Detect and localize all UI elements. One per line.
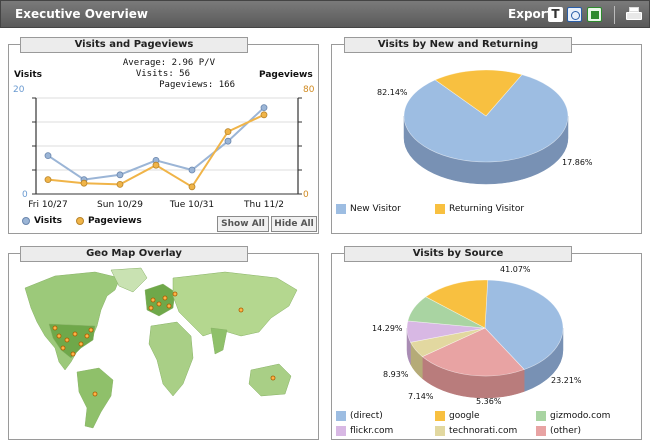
csv-export-icon[interactable] [587,7,602,22]
gizmodo-percent: 8.93% [383,370,409,379]
pageviews-legend-dot [76,217,84,225]
pageviews-point [260,111,268,119]
legend-new-visitor: New Visitor [336,204,401,214]
visits-point [188,166,196,174]
hide-all-button[interactable]: Hide All [271,216,317,232]
visits-legend-dot [22,217,30,225]
map-asia [172,271,298,337]
visits-legend-label: Visits [34,216,62,226]
left-axis-label: Visits [14,70,42,80]
technorati-label: technorati.com [449,426,518,436]
legend-direct: (direct) [336,411,383,421]
other-swatch [536,426,546,436]
technorati-swatch [435,426,445,436]
visits-point [224,137,232,145]
other-label: (other) [550,426,581,436]
left-axis-tick-top: 20 [13,85,25,95]
google-percent: 14.29% [372,324,403,333]
xml-export-icon[interactable] [567,7,582,22]
pageviews-point [224,128,232,136]
right-axis-tick-top: 80 [303,85,315,95]
source-slice-google [425,279,489,329]
legend-pageviews[interactable]: Pageviews [76,216,142,226]
text-export-icon[interactable]: T [548,7,563,22]
gizmodo-label: gizmodo.com [550,411,611,421]
legend-google: google [435,411,479,421]
geo-map-title: Geo Map Overlay [20,246,248,262]
returning-visitor-label: Returning Visitor [449,204,525,214]
left-axis-tick-bottom: 0 [22,190,28,200]
new-visitor-swatch [336,204,346,214]
page-title: Executive Overview [15,7,148,21]
toolbar-divider [614,6,615,24]
map-markers [52,291,276,397]
map-india [210,327,228,355]
print-icon[interactable] [625,7,643,22]
flickr-label: flickr.com [350,426,394,436]
map-south-america [76,367,114,429]
pageviews-legend-label: Pageviews [88,216,142,226]
show-all-button[interactable]: Show All [217,216,269,232]
gizmodo-swatch [536,411,546,421]
map-australia [248,363,292,397]
x-tick-label: Tue 10/31 [169,200,214,210]
average-stat: Average: 2.96 P/V [122,58,215,68]
other-percent: 23.21% [551,376,582,385]
legend-flickr: flickr.com [336,426,393,436]
pageviews-point [44,176,52,184]
right-axis-label: Pageviews [259,70,313,80]
world-map-land [24,267,298,429]
source-slice-direct [484,279,564,370]
map-greenland [110,267,148,293]
google-swatch [435,411,445,421]
pageviews-point [152,161,160,169]
right-axis-tick-bottom: 0 [303,190,309,200]
direct-label: (direct) [350,411,383,421]
new-returning-slice-returning-visitor [434,69,523,117]
flickr-swatch [336,426,346,436]
direct-swatch [336,411,346,421]
source-slice-other [421,327,525,377]
new-visitor-label: New Visitor [350,204,401,214]
new-visitor-percent: 82.14% [377,88,408,97]
visits-stat: Visits: 56 [135,69,190,79]
x-tick-label: Fri 10/27 [28,200,68,210]
title-bar: Executive Overview Export T [0,0,650,28]
visits-point [44,152,52,160]
map-usa-region [48,323,96,359]
visits-pageviews-panel [8,44,319,234]
world-map[interactable] [15,266,305,434]
visits-point [260,104,268,111]
visits-pageviews-title: Visits and Pageviews [20,37,248,53]
flickr-percent: 7.14% [408,392,434,401]
legend-visits[interactable]: Visits [22,216,62,226]
direct-percent: 41.07% [500,265,531,274]
technorati-percent: 5.36% [476,397,502,406]
map-africa [148,321,194,397]
returning-visitor-swatch [435,204,445,214]
new-returning-slice-new-visitor [403,74,569,163]
x-tick-label: Thu 11/2 [243,200,284,210]
legend-technorati: technorati.com [435,426,517,436]
google-label: google [449,411,480,421]
pageviews-point [80,179,88,187]
returning-visitor-percent: 17.86% [562,158,593,167]
source-title: Visits by Source [344,246,572,262]
legend-gizmodo: gizmodo.com [536,411,610,421]
legend-other: (other) [536,426,581,436]
x-tick-label: Sun 10/29 [97,200,143,210]
pageviews-point [116,180,124,188]
new-returning-title: Visits by New and Returning [344,37,572,53]
export-label: Export [508,7,553,21]
legend-returning-visitor: Returning Visitor [435,204,524,214]
pageviews-stat: Pageviews: 166 [159,80,235,90]
pageviews-point [188,183,196,191]
visits-point [116,171,124,179]
